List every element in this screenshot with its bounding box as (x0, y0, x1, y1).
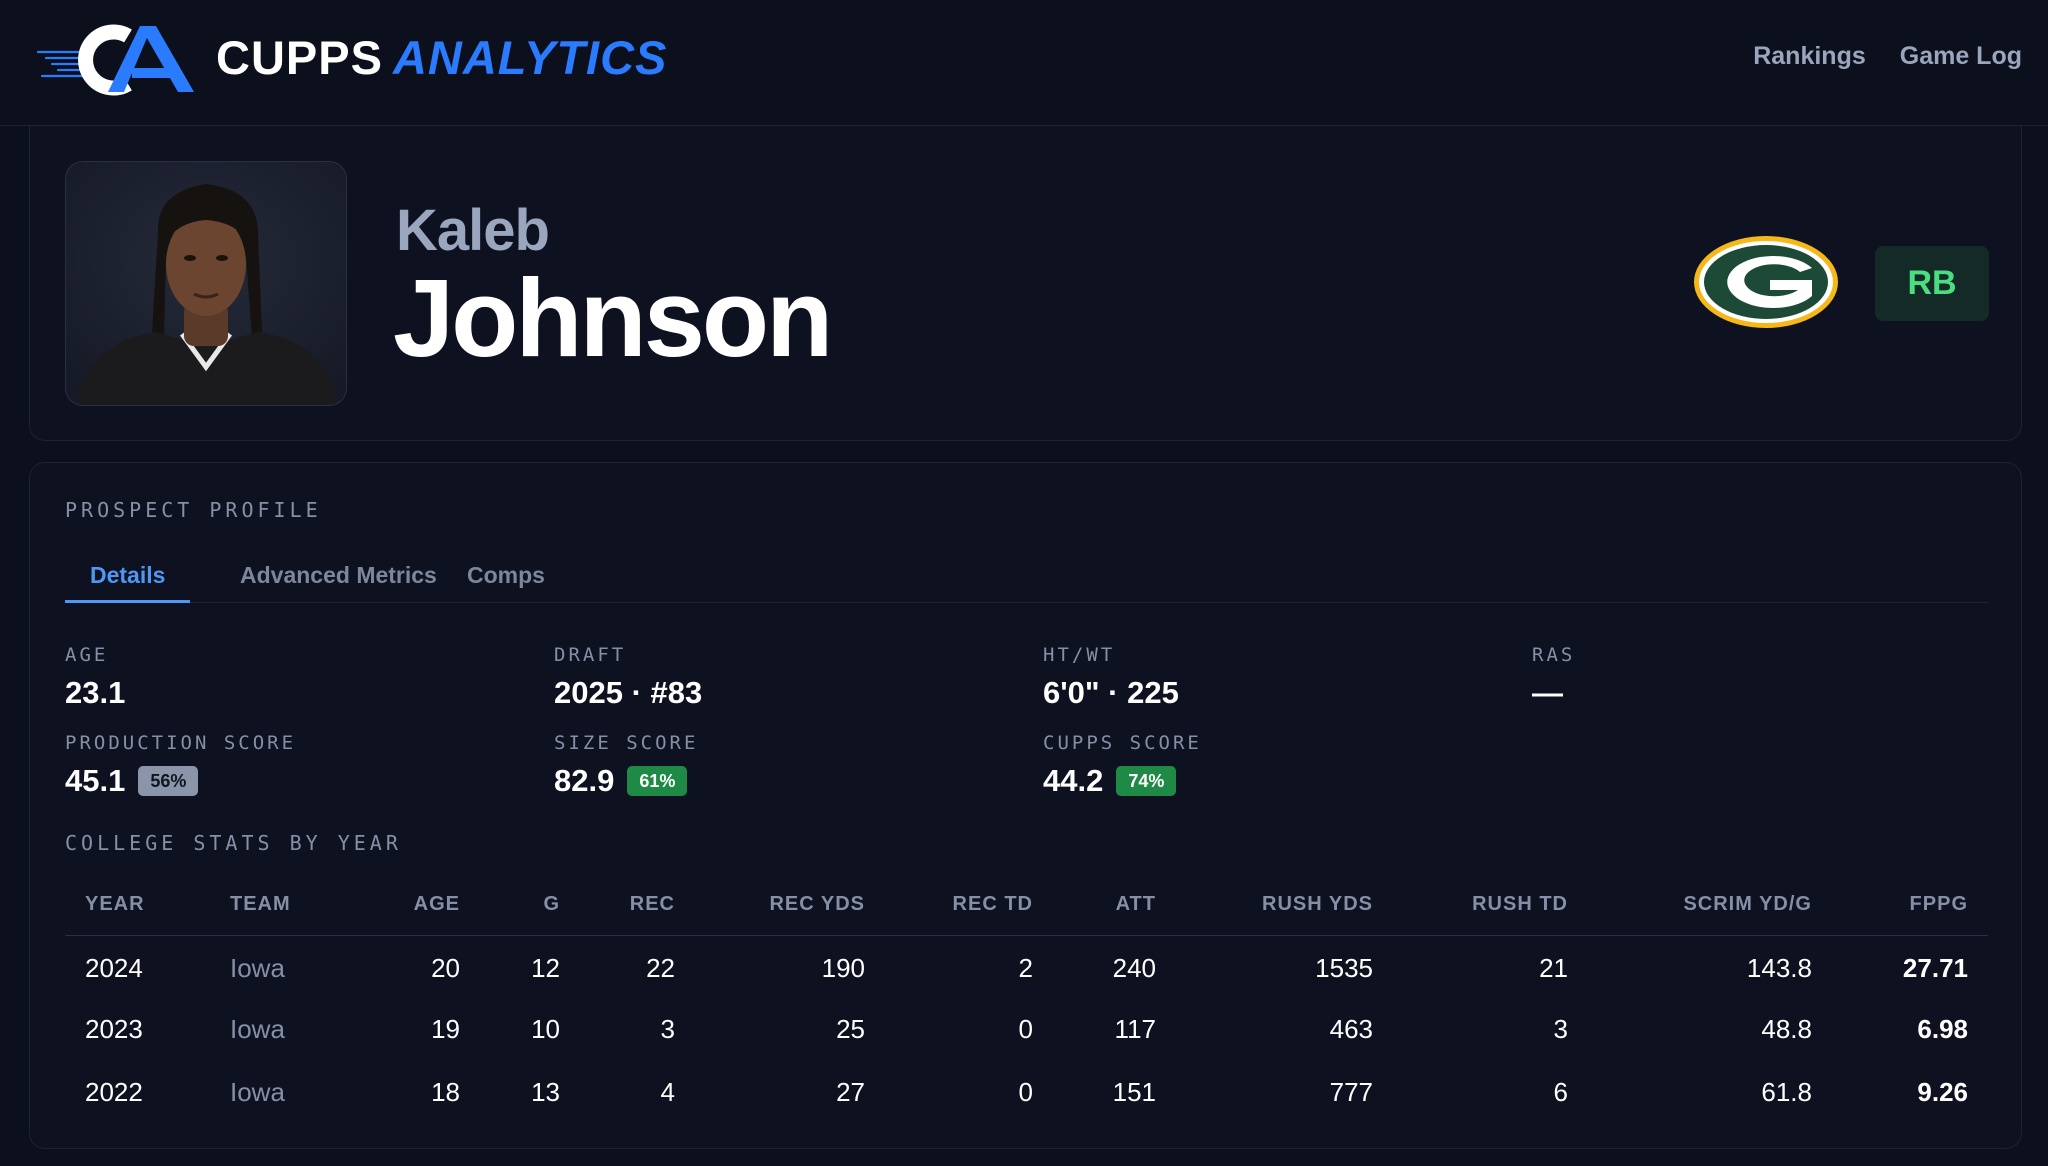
stat-size-label: SIZE SCORE (554, 732, 699, 754)
top-bar: CUPPS ANALYTICS Rankings Game Log (0, 0, 2048, 126)
stat-cupps-score: CUPPS SCORE 44.2 74% (1043, 731, 1202, 799)
cell-att: 151 (1112, 1077, 1156, 1107)
col-header-fppg[interactable]: FPPG (1832, 875, 1988, 936)
nav-game-log-link[interactable]: Game Log (1899, 42, 2022, 70)
col-header-att[interactable]: ATT (1053, 875, 1176, 936)
stat-production-score: PRODUCTION SCORE 45.1 56% (65, 731, 296, 799)
cell-year: 2024 (85, 953, 143, 984)
cell-age: 19 (431, 1014, 460, 1044)
nav-rankings-link[interactable]: Rankings (1753, 42, 1866, 70)
cell-rec-td: 0 (1018, 1077, 1033, 1107)
college-stats-table: YEAR TEAM AGE G REC REC YDS REC TD ATT R… (65, 875, 1988, 1124)
stat-ras-value: — (1532, 675, 1563, 710)
table-row: 2023 Iowa 19 10 3 25 0 117 463 3 48.8 6.… (65, 998, 1988, 1061)
brand-name[interactable]: CUPPS ANALYTICS (216, 30, 667, 86)
cell-age: 18 (431, 1077, 460, 1107)
cell-rush-td: 3 (1553, 1014, 1568, 1044)
stat-height-weight: HT/WT 6'0" · 225 (1043, 643, 1179, 711)
cell-rec-td: 0 (1018, 1014, 1033, 1044)
brand-name-white: CUPPS (216, 31, 383, 84)
table-row: 2024 Iowa 20 12 22 190 2 240 1535 21 143… (65, 935, 1988, 998)
col-header-year[interactable]: YEAR (65, 875, 210, 936)
stat-htwt-label: HT/WT (1043, 644, 1116, 666)
cell-rush-td: 21 (1539, 953, 1568, 984)
stat-production-value: 45.1 (65, 763, 126, 798)
col-header-age[interactable]: AGE (350, 875, 480, 936)
col-header-team[interactable]: TEAM (210, 875, 350, 936)
stat-draft: DRAFT 2025 · #83 (554, 643, 702, 711)
cell-team: Iowa (230, 1077, 285, 1107)
cell-scrim-ydg: 61.8 (1761, 1077, 1812, 1107)
table-row: 2022 Iowa 18 13 4 27 0 151 777 6 61.8 9.… (65, 1061, 1988, 1124)
cell-games: 10 (531, 1014, 560, 1044)
profile-tabs: Details Advanced Metrics Comps (65, 555, 1988, 603)
col-header-rush-yds[interactable]: RUSH YDS (1176, 875, 1393, 936)
cell-scrim-ydg: 143.8 (1746, 953, 1812, 984)
cupps-analytics-logo-icon[interactable] (36, 20, 204, 96)
col-header-rush-td[interactable]: RUSH TD (1393, 875, 1588, 936)
stat-draft-value: 2025 · #83 (554, 675, 703, 710)
table-header-row: YEAR TEAM AGE G REC REC YDS REC TD ATT R… (65, 875, 1988, 936)
prospect-profile-heading: PROSPECT PROFILE (65, 498, 322, 522)
stat-production-label: PRODUCTION SCORE (65, 732, 297, 754)
cell-rec-yds: 27 (836, 1077, 865, 1107)
college-stats-heading: COLLEGE STATS BY YEAR (65, 831, 402, 855)
cell-rush-yds: 1535 (1315, 953, 1373, 984)
col-header-rec[interactable]: REC (580, 875, 695, 936)
cell-rush-yds: 777 (1329, 1077, 1373, 1107)
tab-details[interactable]: Details (65, 555, 191, 603)
stat-ras: RAS — (1532, 643, 1575, 711)
player-header-card: Kaleb Johnson RB (29, 126, 2022, 441)
player-last-name: Johnson (393, 257, 833, 380)
stat-size-value: 82.9 (554, 763, 615, 798)
tab-advanced-metrics[interactable]: Advanced Metrics (240, 562, 437, 588)
cell-att: 240 (1112, 953, 1156, 984)
cell-rec: 4 (660, 1077, 675, 1107)
stat-cupps-value: 44.2 (1043, 763, 1104, 798)
col-header-scrim-ydg[interactable]: SCRIM YD/G (1588, 875, 1832, 936)
size-percentile-badge: 61% (627, 766, 688, 796)
player-photo (65, 161, 347, 406)
cell-rec-yds: 25 (836, 1014, 865, 1044)
stat-ras-label: RAS (1532, 644, 1576, 666)
cell-rush-yds: 463 (1329, 1014, 1373, 1044)
cell-fppg: 6.98 (1917, 1014, 1968, 1044)
stat-draft-label: DRAFT (554, 644, 627, 666)
cell-fppg: 27.71 (1902, 953, 1968, 984)
cell-team: Iowa (230, 1014, 285, 1044)
cell-scrim-ydg: 48.8 (1761, 1014, 1812, 1044)
position-badge: RB (1875, 246, 1989, 321)
cupps-percentile-badge: 74% (1116, 766, 1177, 796)
cell-age: 20 (431, 953, 460, 984)
cell-fppg: 9.26 (1917, 1077, 1968, 1107)
player-first-name: Kaleb (396, 198, 550, 263)
stat-age-value: 23.1 (65, 675, 126, 710)
production-percentile-badge: 56% (138, 766, 199, 796)
stat-htwt-value: 6'0" · 225 (1043, 675, 1179, 710)
cell-team: Iowa (230, 953, 285, 984)
col-header-games[interactable]: G (480, 875, 580, 936)
stat-cupps-label: CUPPS SCORE (1043, 732, 1202, 754)
packers-g-logo-icon (1694, 236, 1838, 328)
cell-rush-td: 6 (1553, 1077, 1568, 1107)
cell-year: 2022 (85, 1077, 143, 1107)
col-header-rec-yds[interactable]: REC YDS (695, 875, 885, 936)
col-header-rec-td[interactable]: REC TD (885, 875, 1053, 936)
stat-age: AGE 23.1 (65, 643, 125, 711)
cell-rec: 22 (646, 953, 675, 984)
cell-rec-td: 2 (1018, 953, 1033, 984)
stat-size-score: SIZE SCORE 82.9 61% (554, 731, 698, 799)
player-headshot-icon (66, 162, 346, 405)
cell-rec-yds: 190 (821, 953, 865, 984)
cell-games: 12 (531, 953, 560, 984)
prospect-profile-card: PROSPECT PROFILE Details Advanced Metric… (29, 462, 2022, 1149)
cell-year: 2023 (85, 1014, 143, 1044)
brand-name-blue: ANALYTICS (392, 31, 668, 84)
main-nav: Rankings Game Log (1753, 38, 2022, 74)
cell-rec: 3 (660, 1014, 675, 1044)
cell-games: 13 (531, 1077, 560, 1107)
tab-comps[interactable]: Comps (467, 562, 545, 588)
cell-att: 117 (1114, 1014, 1156, 1044)
stat-age-label: AGE (65, 644, 109, 666)
